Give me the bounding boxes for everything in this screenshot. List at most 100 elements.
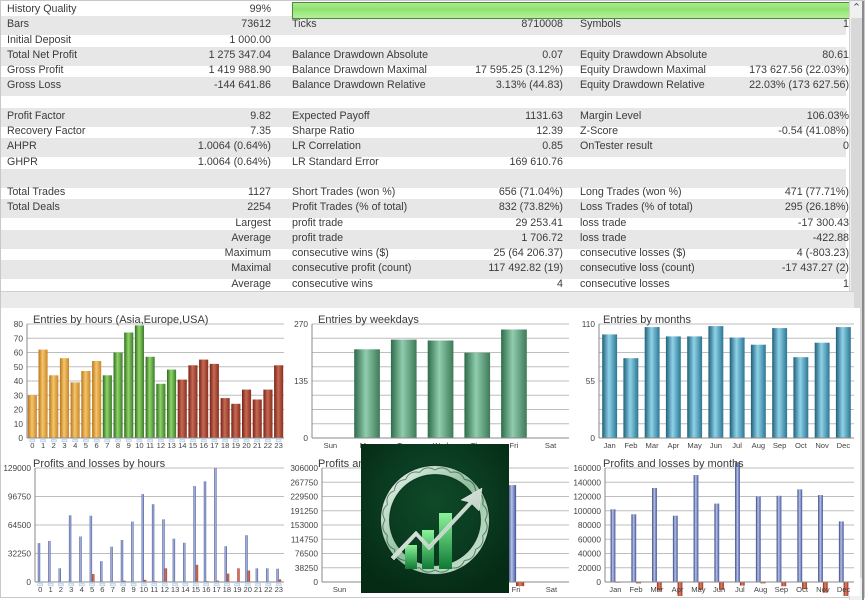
svg-text:20: 20	[242, 441, 250, 450]
svg-text:153000: 153000	[290, 520, 318, 530]
svg-text:May: May	[687, 441, 702, 450]
svg-text:10: 10	[140, 585, 148, 594]
svg-text:19: 19	[232, 441, 240, 450]
svg-text:0: 0	[590, 433, 595, 443]
svg-text:2: 2	[52, 441, 56, 450]
svg-text:0: 0	[26, 577, 31, 587]
svg-text:Fri: Fri	[509, 441, 518, 450]
svg-text:96750: 96750	[8, 492, 31, 502]
svg-text:0: 0	[30, 441, 34, 450]
svg-text:Sat: Sat	[545, 441, 557, 450]
svg-text:May: May	[691, 585, 706, 594]
svg-text:Oct: Oct	[796, 585, 809, 594]
svg-text:0: 0	[18, 433, 23, 443]
svg-text:18: 18	[223, 585, 231, 594]
svg-text:Jul: Jul	[732, 441, 742, 450]
svg-text:3: 3	[62, 441, 66, 450]
svg-text:76500: 76500	[295, 549, 318, 559]
svg-text:60: 60	[14, 348, 24, 358]
svg-text:191250: 191250	[290, 506, 318, 516]
svg-text:20: 20	[14, 405, 24, 415]
svg-text:Dec: Dec	[837, 441, 851, 450]
svg-text:9: 9	[131, 585, 135, 594]
svg-text:267750: 267750	[290, 477, 318, 487]
svg-text:13: 13	[167, 441, 175, 450]
svg-text:55: 55	[586, 376, 596, 386]
svg-text:9: 9	[127, 441, 131, 450]
svg-text:135: 135	[294, 376, 308, 386]
svg-text:14: 14	[178, 441, 186, 450]
svg-text:306000: 306000	[290, 463, 318, 473]
svg-text:15: 15	[192, 585, 200, 594]
svg-text:50: 50	[14, 362, 24, 372]
svg-text:80000: 80000	[578, 520, 601, 530]
svg-text:21: 21	[253, 441, 261, 450]
svg-text:5: 5	[90, 585, 94, 594]
svg-text:40: 40	[14, 376, 24, 386]
svg-text:270: 270	[294, 319, 308, 329]
svg-text:Jun: Jun	[713, 585, 725, 594]
svg-text:38250: 38250	[295, 563, 318, 573]
svg-text:Jan: Jan	[609, 585, 621, 594]
svg-text:Sep: Sep	[775, 585, 789, 594]
svg-text:20000: 20000	[578, 563, 601, 573]
svg-text:110: 110	[582, 319, 596, 329]
svg-text:7: 7	[105, 441, 109, 450]
svg-text:12: 12	[157, 441, 165, 450]
svg-text:10: 10	[135, 441, 143, 450]
svg-text:40000: 40000	[578, 549, 601, 559]
svg-text:17: 17	[210, 441, 218, 450]
svg-text:100000: 100000	[573, 506, 601, 516]
svg-text:13: 13	[171, 585, 179, 594]
svg-text:64500: 64500	[8, 520, 31, 530]
svg-text:114750: 114750	[291, 534, 318, 544]
svg-text:17: 17	[212, 585, 220, 594]
svg-text:Feb: Feb	[630, 585, 643, 594]
svg-text:229500: 229500	[290, 492, 318, 502]
svg-text:23: 23	[274, 441, 282, 450]
svg-text:60000: 60000	[578, 534, 601, 544]
svg-text:Aug: Aug	[752, 441, 766, 450]
svg-text:21: 21	[254, 585, 262, 594]
svg-text:Sat: Sat	[546, 585, 558, 594]
svg-text:2: 2	[59, 585, 63, 594]
svg-text:4: 4	[73, 441, 77, 450]
svg-text:1: 1	[41, 441, 45, 450]
svg-text:160000: 160000	[573, 463, 601, 473]
svg-text:120000: 120000	[573, 492, 601, 502]
svg-text:Dec: Dec	[837, 585, 851, 594]
svg-text:15: 15	[189, 441, 197, 450]
svg-text:80: 80	[14, 319, 24, 329]
svg-text:1: 1	[48, 585, 52, 594]
svg-text:70: 70	[14, 333, 24, 343]
svg-text:6: 6	[100, 585, 104, 594]
svg-text:3: 3	[69, 585, 73, 594]
svg-text:Oct: Oct	[795, 441, 808, 450]
svg-text:32250: 32250	[8, 549, 31, 559]
svg-text:Jul: Jul	[735, 585, 745, 594]
svg-text:18: 18	[221, 441, 229, 450]
svg-text:Feb: Feb	[624, 441, 637, 450]
svg-text:4: 4	[80, 585, 84, 594]
svg-text:5: 5	[84, 441, 88, 450]
svg-text:11: 11	[150, 585, 158, 594]
svg-text:30: 30	[14, 390, 24, 400]
svg-text:22: 22	[264, 441, 272, 450]
svg-text:16: 16	[202, 585, 210, 594]
svg-text:14: 14	[181, 585, 189, 594]
svg-text:Nov: Nov	[816, 585, 830, 594]
svg-text:129000: 129000	[3, 463, 31, 473]
svg-text:8: 8	[116, 441, 120, 450]
svg-text:Mar: Mar	[650, 585, 664, 594]
svg-text:Jan: Jan	[603, 441, 615, 450]
svg-text:0: 0	[38, 585, 42, 594]
svg-text:Apr: Apr	[667, 441, 679, 450]
svg-text:16: 16	[199, 441, 207, 450]
svg-text:Fri: Fri	[512, 585, 521, 594]
svg-text:Sun: Sun	[333, 585, 347, 594]
svg-text:Nov: Nov	[815, 441, 829, 450]
svg-text:19: 19	[233, 585, 241, 594]
svg-text:10: 10	[14, 419, 24, 429]
svg-text:Aug: Aug	[754, 585, 768, 594]
svg-text:Sep: Sep	[773, 441, 787, 450]
